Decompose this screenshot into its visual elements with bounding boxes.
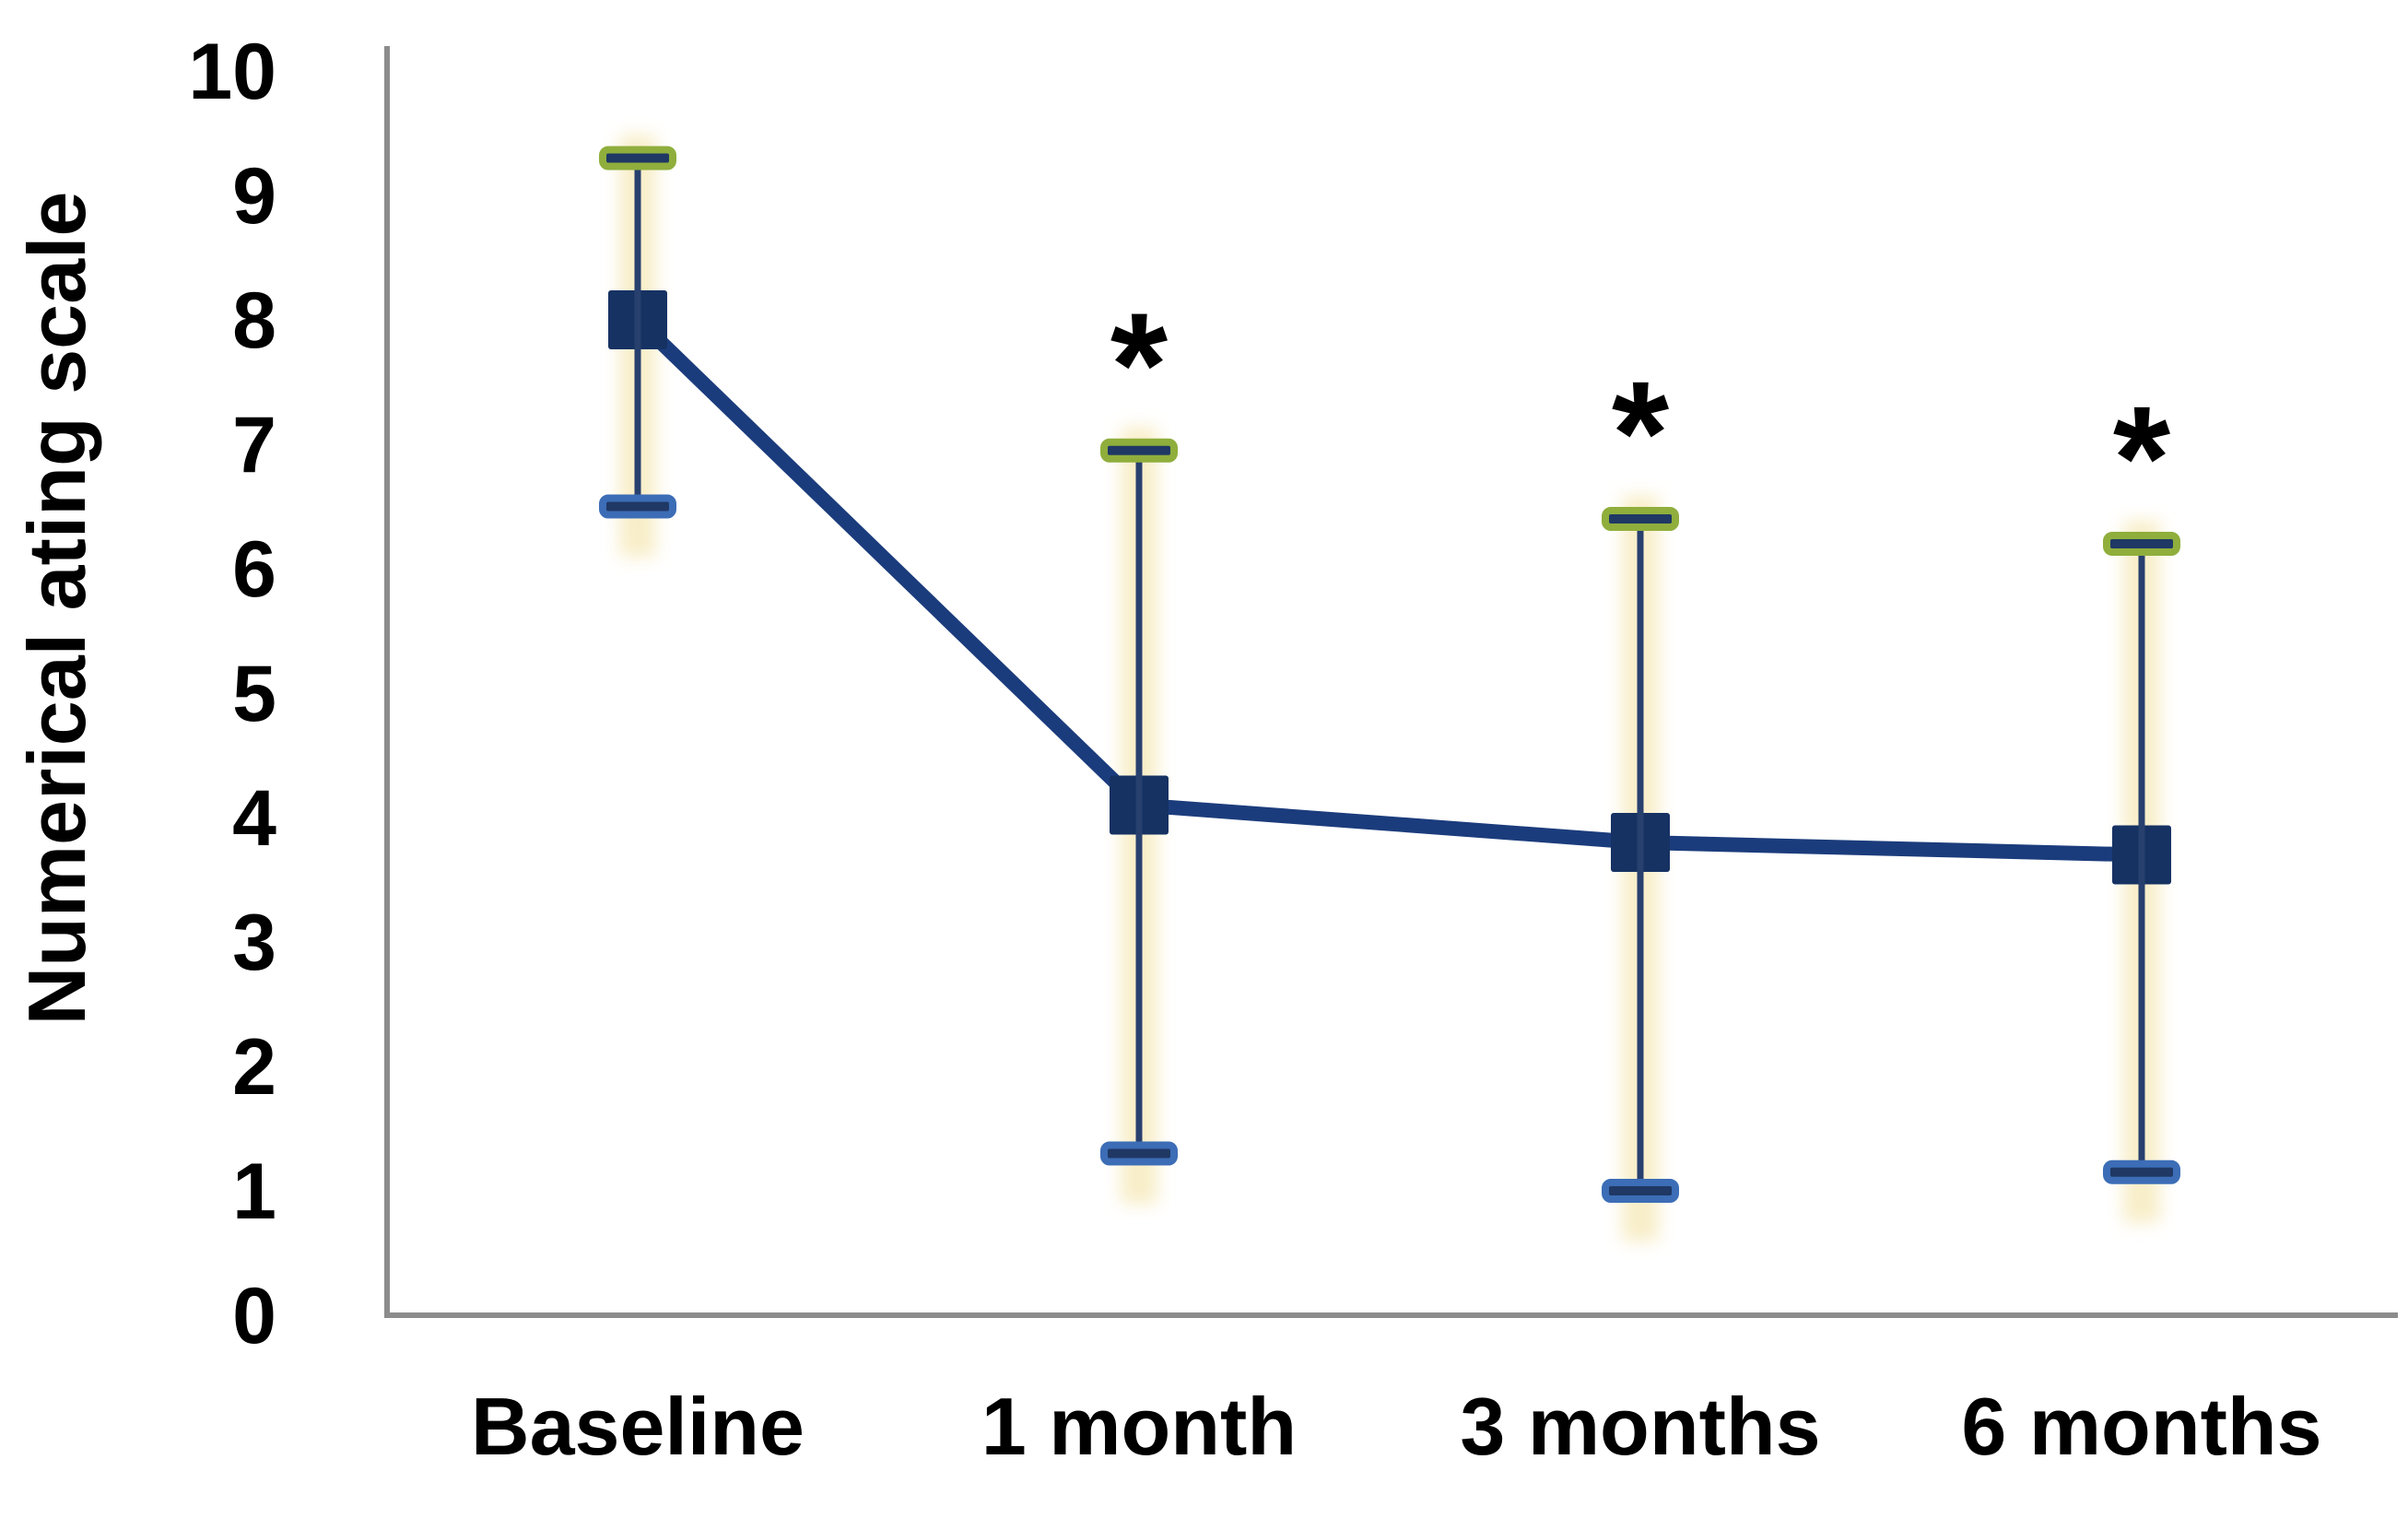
y-tick-label: 10 [188,28,276,116]
y-axis-title: Numerical ating scale [11,192,102,1026]
x-category-label: Baseline [471,1381,805,1472]
error-bar-glow-layer [619,135,2160,1241]
x-category-label: 3 months [1460,1381,1820,1472]
error-bar-top-cap [1100,438,1178,463]
significance-asterisk: * [2113,375,2171,540]
error-bar-top-cap [2103,532,2180,556]
y-tick-label: 8 [232,277,276,365]
error-bar-bottom-cap [599,494,676,519]
error-bar-top-cap [599,146,676,171]
x-category-label: 1 month [981,1381,1297,1472]
y-tick-label: 2 [232,1023,276,1112]
y-tick-label: 9 [232,152,276,241]
x-category-label: 6 months [1961,1381,2321,1472]
error-bar-bottom-cap [1100,1141,1178,1166]
tick-label-layer: 0 1 2 3 4 5 6 7 8 9 10 Baseline 1 month 3 months 6 mon… [188,28,2321,1472]
y-tick-label: 1 [232,1147,276,1236]
error-bar-layer: * * * [599,146,2180,1203]
y-tick-label: 0 [232,1272,276,1360]
y-tick-label: 7 [232,401,276,489]
significance-asterisk: * [1612,350,1670,515]
y-tick-label: 5 [232,650,276,738]
y-tick-label: 4 [232,774,276,863]
series-layer [608,290,2171,885]
significance-asterisk: * [1110,282,1169,447]
error-bar-top-cap [1602,507,1679,531]
series-line [630,312,2149,863]
y-tick-label: 3 [232,899,276,987]
y-tick-label: 6 [232,525,276,614]
error-bar-bottom-cap [2103,1159,2180,1184]
error-bar-bottom-cap [1602,1179,1679,1203]
axes-layer [384,46,2398,1318]
